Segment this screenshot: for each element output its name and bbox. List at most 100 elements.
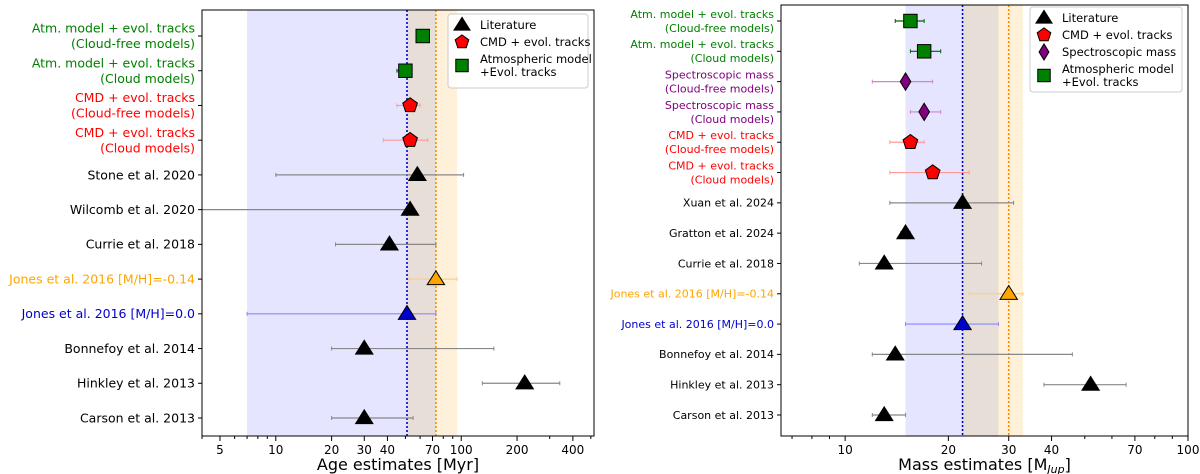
x-tick-label: 70 — [1127, 443, 1142, 457]
data-point — [397, 304, 417, 320]
legend-label-line: Spectroscopic mass — [1062, 45, 1176, 59]
y-tick-label-line: CMD + evol. tracks — [75, 125, 195, 140]
y-tick-label-line: CMD + evol. tracks — [75, 90, 195, 105]
x-tick-label: 5 — [216, 443, 224, 457]
data-point — [903, 13, 918, 29]
y-tick-label-line: Stone et al. 2020 — [87, 167, 195, 182]
legend-marker — [453, 16, 471, 31]
data-point — [426, 269, 446, 286]
y-tick-label: Jones et al. 2016 [M/H]=-0.14 — [609, 288, 774, 301]
legend: Literature CMD + evol. tracks Atmospheric … — [447, 13, 592, 89]
chart-panel-1: Atm. model + evol. tracks (Cloud-free mod… — [8, 9, 595, 474]
y-tick-label-line: (Cloud-free models) — [665, 22, 774, 35]
y-tick-label: Currie et al. 2018 — [678, 257, 774, 270]
y-tick-label-line: CMD + evol. tracks — [668, 159, 774, 172]
data-point — [407, 165, 427, 181]
y-tick-label-line: (Cloud models) — [100, 71, 195, 86]
y-tick-label-line: Bonnefoy et al. 2014 — [64, 341, 195, 356]
y-tick-label-line: Jones et al. 2016 [M/H]=0.0 — [620, 318, 774, 331]
x-tick-label: 10 — [838, 443, 853, 457]
y-tick-label-line: Xuan et al. 2024 — [683, 197, 774, 210]
y-tick-label-line: Hinkley et al. 2013 — [77, 376, 195, 391]
legend-marker — [1035, 9, 1053, 24]
legend-label: Atmospheric model +Evol. tracks — [1062, 62, 1174, 89]
y-tick-label-line: (Cloud models) — [100, 140, 195, 155]
y-tick-label: Spectroscopic mass (Cloud models) — [665, 99, 774, 126]
shaded-band — [435, 10, 458, 436]
y-tick-label-line: Carson et al. 2013 — [673, 409, 774, 422]
y-tick-label: CMD + evol. tracks (Cloud models) — [75, 125, 195, 156]
legend-label-line: Literature — [1062, 11, 1118, 25]
data-point — [885, 345, 905, 361]
legend-label-line: CMD + evol. tracks — [480, 35, 590, 49]
data-point — [952, 314, 973, 331]
y-tick-label-line: Gratton et al. 2024 — [669, 227, 774, 240]
legend-box — [1029, 6, 1183, 93]
legend-marker — [454, 34, 470, 49]
data-point — [354, 408, 374, 425]
y-tick-label: Bonnefoy et al. 2014 — [659, 348, 774, 361]
y-tick-label-line: Spectroscopic mass — [665, 68, 774, 81]
data-point — [379, 235, 400, 251]
y-tick-label-line: (Cloud models) — [691, 173, 774, 186]
x-tick-label: 40 — [380, 443, 395, 457]
legend-label-line: CMD + evol. tracks — [1062, 28, 1172, 42]
x-tick-label: 30 — [1001, 443, 1016, 457]
y-tick-label: Gratton et al. 2024 — [669, 227, 774, 240]
axes-frame — [780, 4, 1189, 437]
data-point — [874, 405, 894, 422]
axes-frame — [201, 9, 595, 437]
y-tick-label-line: Currie et al. 2018 — [678, 257, 774, 270]
legend-label-line: Atmospheric model — [1062, 62, 1174, 76]
y-tick-label-line: Jones et al. 2016 [M/H]=-0.14 — [8, 271, 195, 286]
data-point — [918, 102, 931, 122]
y-tick-label-line: Spectroscopic mass — [665, 99, 774, 112]
shaded-band — [962, 5, 999, 436]
data-point — [895, 223, 916, 240]
legend-label: Literature — [480, 18, 536, 32]
y-tick-label-line: Wilcomb et al. 2020 — [70, 202, 195, 217]
y-tick-label-line: Currie et al. 2018 — [86, 237, 195, 252]
y-tick-label-line: (Cloud-free models) — [71, 36, 195, 51]
y-tick-label: Jones et al. 2016 [M/H]=-0.14 — [8, 271, 195, 286]
y-tick-label: CMD + evol. tracks (Cloud models) — [668, 159, 774, 186]
data-point — [899, 71, 912, 92]
legend-marker — [1037, 68, 1051, 83]
y-tick-label: Atm. model + evol. tracks (Cloud models) — [32, 55, 195, 86]
x-axis-label: Age estimates [Myr] — [317, 455, 479, 474]
data-point — [402, 131, 419, 147]
y-tick-label: Wilcomb et al. 2020 — [70, 202, 195, 217]
y-tick-label: Carson et al. 2013 — [80, 410, 195, 425]
y-tick-label-line: Atm. model + evol. tracks — [630, 8, 774, 21]
y-tick-label: Currie et al. 2018 — [86, 237, 195, 252]
data-point — [999, 284, 1019, 300]
y-tick-label-line: (Cloud-free models) — [71, 106, 195, 121]
y-tick-label-line: Atm. model + evol. tracks — [32, 55, 195, 70]
y-tick-label: Atm. model + evol. tracks (Cloud models) — [630, 38, 774, 65]
shaded-band — [905, 5, 963, 436]
y-tick-label: Carson et al. 2013 — [673, 409, 774, 422]
legend-label-line: Literature — [480, 18, 536, 32]
data-point — [924, 164, 941, 180]
y-tick-label: Jones et al. 2016 [M/H]=0.0 — [620, 318, 774, 331]
shaded-band — [407, 10, 436, 436]
data-point — [902, 133, 919, 149]
legend: Literature CMD + evol. tracks Spectroscopi… — [1029, 6, 1183, 93]
legend-marker — [1036, 27, 1052, 42]
y-tick-label-line: Jones et al. 2016 [M/H]=-0.14 — [609, 288, 774, 301]
x-tick-label: 400 — [561, 443, 584, 457]
y-tick-label: Stone et al. 2020 — [87, 167, 195, 182]
x-tick-label: 200 — [506, 443, 529, 457]
legend-box — [447, 13, 589, 89]
y-tick-label: CMD + evol. tracks (Cloud-free models) — [665, 129, 774, 156]
y-tick-label-line: (Cloud-free models) — [665, 143, 774, 156]
x-tick-label: 40 — [1044, 443, 1059, 457]
x-tick-label: 100 — [450, 443, 473, 457]
x-tick-label: 70 — [425, 443, 440, 457]
shaded-band — [247, 10, 408, 436]
legend-label: CMD + evol. tracks — [1062, 28, 1172, 42]
y-tick-label-line: Atm. model + evol. tracks — [630, 38, 774, 51]
y-tick-label-line: Atm. model + evol. tracks — [32, 21, 195, 36]
y-tick-label: Bonnefoy et al. 2014 — [64, 341, 195, 356]
